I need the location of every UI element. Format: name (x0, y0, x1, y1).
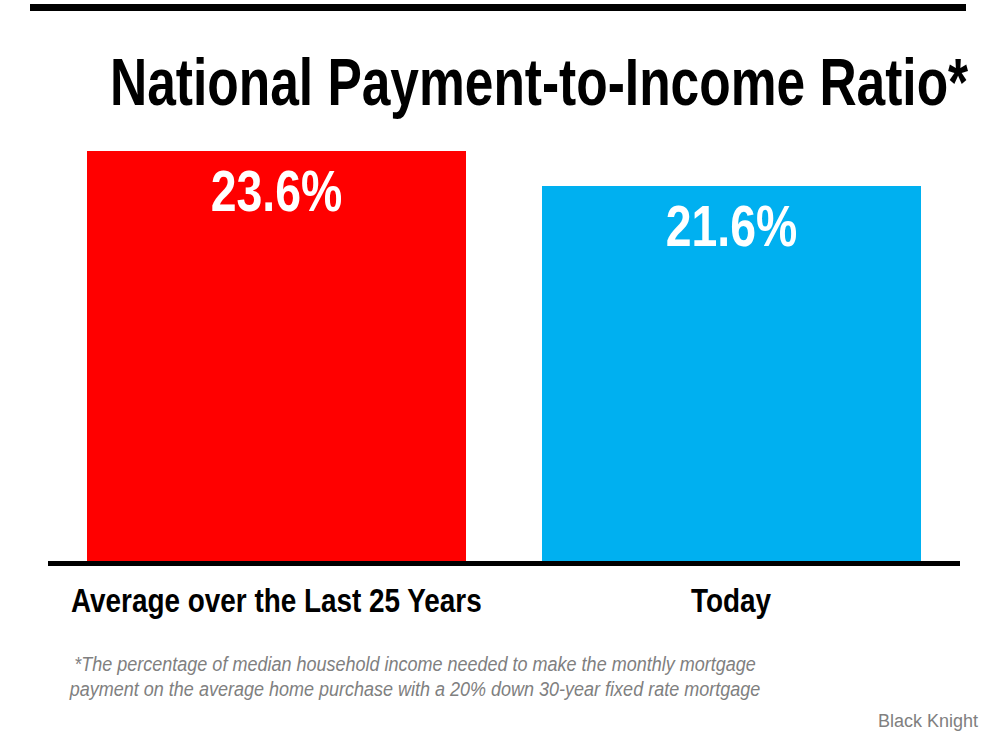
chart-title: National Payment-to-Income Ratio* (110, 45, 890, 121)
bar-today: 21.6% (542, 186, 921, 561)
footnote: *The percentage of median household inco… (42, 652, 789, 702)
bar-average-25-years: 23.6% (87, 151, 466, 561)
bar-value-label: 21.6% (580, 194, 883, 258)
footnote-line-2: payment on the average home purchase wit… (42, 677, 789, 702)
footnote-line-1: *The percentage of median household inco… (42, 652, 789, 677)
source-attribution: Black Knight (878, 712, 978, 730)
x-axis-line (48, 561, 960, 566)
top-border-bar (30, 4, 966, 11)
bar-value-label: 23.6% (125, 159, 428, 223)
category-label-average: Average over the Last 25 Years (71, 583, 481, 617)
category-label-today: Today (526, 583, 936, 617)
slide: National Payment-to-Income Ratio* 23.6% … (0, 0, 1000, 750)
